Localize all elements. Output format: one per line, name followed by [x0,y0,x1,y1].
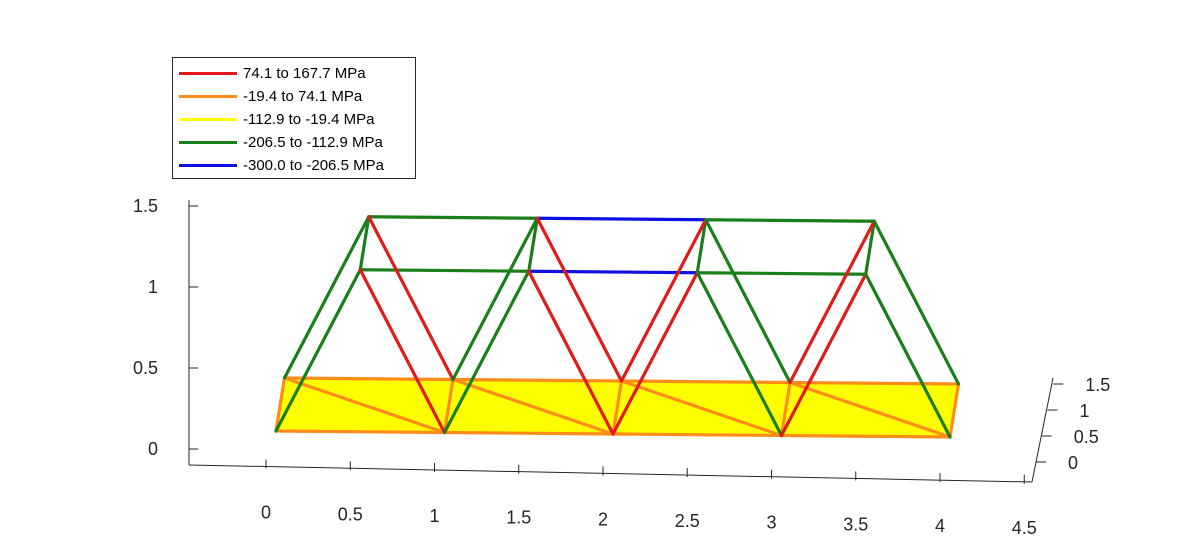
truss-member-orange [282,376,455,382]
truss-member-red [788,219,876,385]
truss-member-orange [451,377,615,436]
truss-member-orange [619,379,784,438]
truss-member-orange [611,379,624,436]
x-tick-label: 0 [261,503,271,523]
legend-swatch-red [179,71,237,75]
truss-member-green [695,271,784,438]
legend-item-yellow: -112.9 to -19.4 MPa [179,108,374,130]
truss-member-green [367,215,539,220]
truss-member-green [695,218,708,275]
truss-member-red [527,269,615,436]
z-tick-label: 1 [148,277,158,297]
truss-member-green [864,219,876,276]
truss-member-blue [527,269,699,275]
x-tick-label: 0.5 [338,504,363,524]
z-tick-label: 1.5 [133,196,158,216]
truss-member-green [358,268,531,273]
x-tick-label: 4 [935,516,945,536]
y-tick-label: 1 [1080,401,1090,421]
legend-label-yellow: -112.9 to -19.4 MPa [243,110,375,128]
legend-item-green: -206.5 to -112.9 MPa [179,131,383,153]
truss-member-green [864,272,952,439]
legend-swatch-yellow [179,117,237,121]
truss-member-green [451,216,539,382]
truss-member-green [442,269,531,435]
truss-member-orange [442,430,615,436]
truss-member-orange [282,376,447,435]
truss-member-red [611,271,699,436]
truss-member-green [274,268,362,433]
legend-label-blue: -300.0 to -206.5 MPa [243,156,384,174]
truss-member-orange [274,376,287,433]
x-tick-label: 2 [598,509,608,529]
truss-members [274,215,961,439]
axes: 0 0.5 1 1.5 0 0.5 1 1.5 2 2.5 3 3.5 4 4.5 0 0.5 1 1.5 [133,196,1110,538]
legend-label-orange: -19.4 to 74.1 MPa [243,87,363,105]
truss-member-orange [948,382,961,439]
legend-label-red: 74.1 to 167.7 MPa [243,64,366,82]
x-tick-label: 2.5 [675,511,700,531]
truss-member-green [704,218,792,385]
truss-member-orange [788,380,961,386]
z-tick-label: 0.5 [133,358,158,378]
legend-item-red: 74.1 to 167.7 MPa [179,62,366,84]
truss-member-green [282,215,371,380]
truss-member-green [695,271,868,276]
truss-member-red [367,215,455,382]
truss-member-blue [535,216,708,222]
legend-item-blue: -300.0 to -206.5 MPa [179,154,384,176]
truss-member-orange [619,379,792,385]
truss-member-green [704,218,876,223]
truss-member-orange [611,432,784,438]
truss-member-green [872,219,961,386]
truss-member-green [527,216,539,273]
truss-member-orange [779,380,792,438]
x-tick-label: 3 [766,513,776,533]
y-tick-label: 1.5 [1085,375,1110,395]
legend-label-green: -206.5 to -112.9 MPa [243,133,383,151]
truss-member-orange [451,377,624,383]
legend-item-orange: -19.4 to 74.1 MPa [179,85,362,107]
legend-swatch-orange [179,94,237,98]
truss-member-red [779,272,868,438]
legend-swatch-green [179,140,237,144]
truss-member-orange [274,429,447,435]
truss-member-orange [788,380,952,439]
x-tick-label: 1 [429,506,439,526]
x-tick-label: 3.5 [843,514,868,534]
x-tick-label: 4.5 [1012,518,1037,538]
x-axis-line [188,464,1033,483]
truss-member-red [619,218,708,383]
truss-member-green [358,215,371,272]
truss-member-red [358,268,447,435]
legend: 74.1 to 167.7 MPa -19.4 to 74.1 MPa -112… [172,57,416,179]
truss-member-red [535,216,624,383]
legend-swatch-blue [179,163,237,167]
z-tick-label: 0 [148,439,158,459]
y-tick-label: 0 [1068,453,1078,473]
y-axis-line [1031,377,1054,483]
truss-member-orange [442,377,455,435]
y-tick-label: 0.5 [1074,427,1099,447]
truss-member-orange [779,433,952,439]
x-tick-label: 1.5 [506,508,531,528]
